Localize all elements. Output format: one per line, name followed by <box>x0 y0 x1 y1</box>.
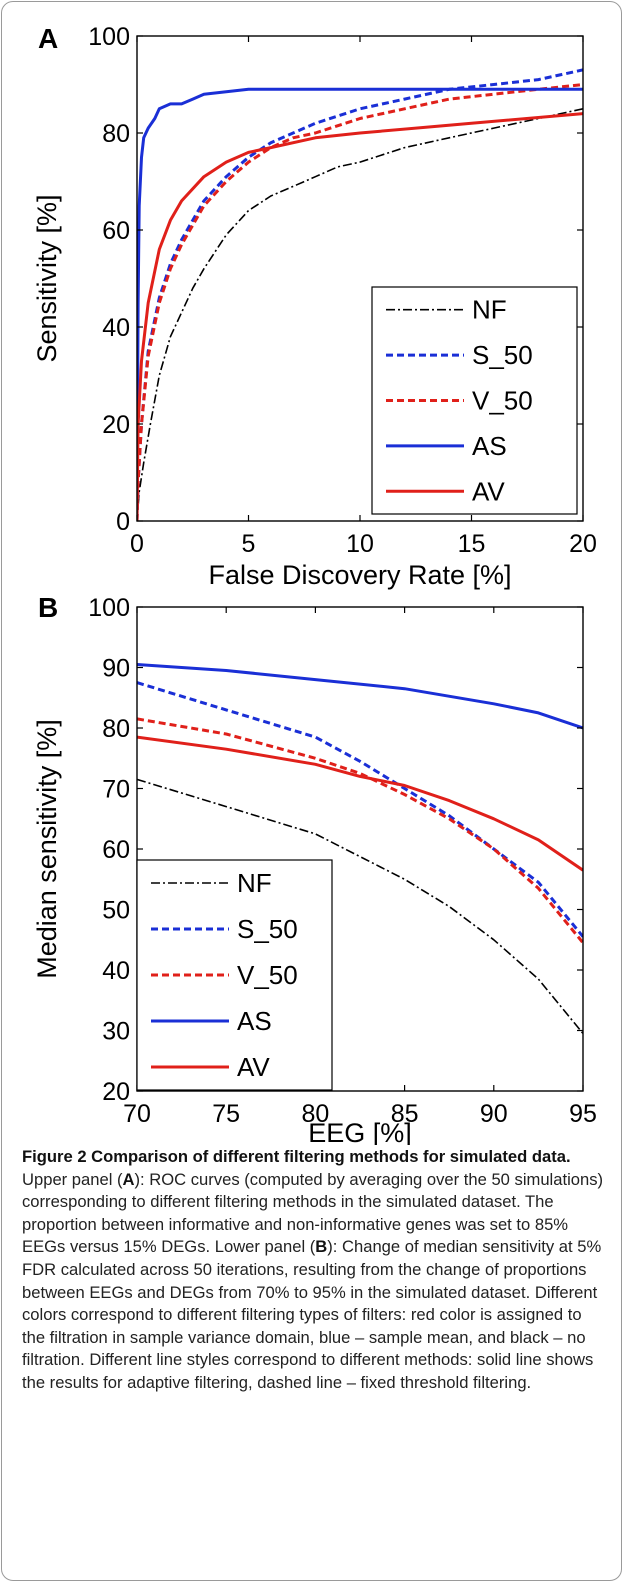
x-tick-label: 20 <box>569 530 597 558</box>
legend: NF S_50 V_50 AS AV <box>136 859 333 1091</box>
y-tick-label: 30 <box>102 1018 130 1046</box>
panel-label: B <box>38 592 58 623</box>
figure-caption: Figure 2 Comparison of different filteri… <box>22 1146 607 1395</box>
y-tick-label: 90 <box>102 655 130 683</box>
series-line-v_50 <box>137 83 583 521</box>
series-lines <box>137 68 583 521</box>
legend-label: NF <box>472 295 507 325</box>
series-line-v_50 <box>137 717 583 944</box>
y-tick-label: 20 <box>102 1078 130 1106</box>
legend-label: V_50 <box>237 960 298 990</box>
x-tick-label: 75 <box>212 1100 240 1128</box>
series-line-as <box>137 663 583 730</box>
y-tick-label: 100 <box>88 23 130 51</box>
x-axis-label: EEG [%] <box>308 1118 412 1145</box>
legend-label: S_50 <box>472 340 533 370</box>
series-line-s_50 <box>137 681 583 938</box>
chart-panel-b: B 70 75 80 85 90 95 20 30 40 50 60 70 80 90 100 EEG [%] M… <box>32 592 597 1145</box>
y-tick-label: 70 <box>102 776 130 804</box>
y-tick-label: 80 <box>102 120 130 148</box>
legend-label: S_50 <box>237 914 298 944</box>
legend-label: NF <box>237 868 272 898</box>
y-tick-label: 40 <box>102 957 130 985</box>
legend-label: V_50 <box>472 386 533 416</box>
legend-box <box>371 286 578 515</box>
chart-panel-a: A 0 5 10 15 20 0 20 40 60 80 100 False Discovery Rat… <box>32 23 597 590</box>
y-tick-label: 40 <box>102 314 130 342</box>
legend: NF S_50 V_50 AS AV <box>371 286 578 515</box>
caption-text-2: ): ROC curves (computed by averaging ove… <box>22 1169 604 1257</box>
series-line-av <box>137 735 583 872</box>
caption-text-1: Upper panel ( <box>22 1169 123 1189</box>
y-tick-label: 50 <box>102 897 130 925</box>
caption-panel-a-ref: A <box>122 1169 135 1189</box>
x-tick-label: 10 <box>346 530 374 558</box>
y-tick-label: 60 <box>102 836 130 864</box>
x-tick-label: 85 <box>391 1100 419 1128</box>
series-line-nf <box>137 778 583 1035</box>
y-tick-label: 20 <box>102 411 130 439</box>
caption-panel-b-ref: B <box>315 1237 328 1257</box>
y-axis-label: Sensitivity [%] <box>32 194 62 362</box>
legend-label: AV <box>237 1052 270 1082</box>
series-line-av <box>137 112 583 521</box>
series-line-nf <box>137 108 583 521</box>
legend-box <box>136 859 333 1091</box>
y-tick-label: 60 <box>102 217 130 245</box>
x-tick-label: 15 <box>458 530 486 558</box>
x-tick-label: 80 <box>301 1100 329 1128</box>
x-tick-label: 90 <box>480 1100 508 1128</box>
x-tick-label: 0 <box>130 530 144 558</box>
x-tick-label: 5 <box>242 530 256 558</box>
y-tick-label: 100 <box>88 594 130 622</box>
x-axis-label: False Discovery Rate [%] <box>208 560 511 590</box>
legend-label: AV <box>472 476 505 506</box>
y-axis-label: Median sensitivity [%] <box>32 719 62 979</box>
series-lines <box>137 663 583 1035</box>
caption-title: Figure 2 Comparison of different filteri… <box>22 1147 571 1166</box>
x-tick-label: 70 <box>123 1100 151 1128</box>
caption-text-3: ): Change of median sensitivity at 5% FD… <box>22 1237 602 1392</box>
x-tick-label: 95 <box>569 1100 597 1128</box>
panel-label: A <box>38 23 58 54</box>
figure-panels: A 0 5 10 15 20 0 20 40 60 80 100 False Discovery Rat… <box>32 23 597 1145</box>
y-tick-label: 0 <box>116 508 130 536</box>
y-tick-label: 80 <box>102 715 130 743</box>
legend-label: AS <box>472 431 507 461</box>
series-line-as <box>137 87 583 521</box>
legend-label: AS <box>237 1006 272 1036</box>
